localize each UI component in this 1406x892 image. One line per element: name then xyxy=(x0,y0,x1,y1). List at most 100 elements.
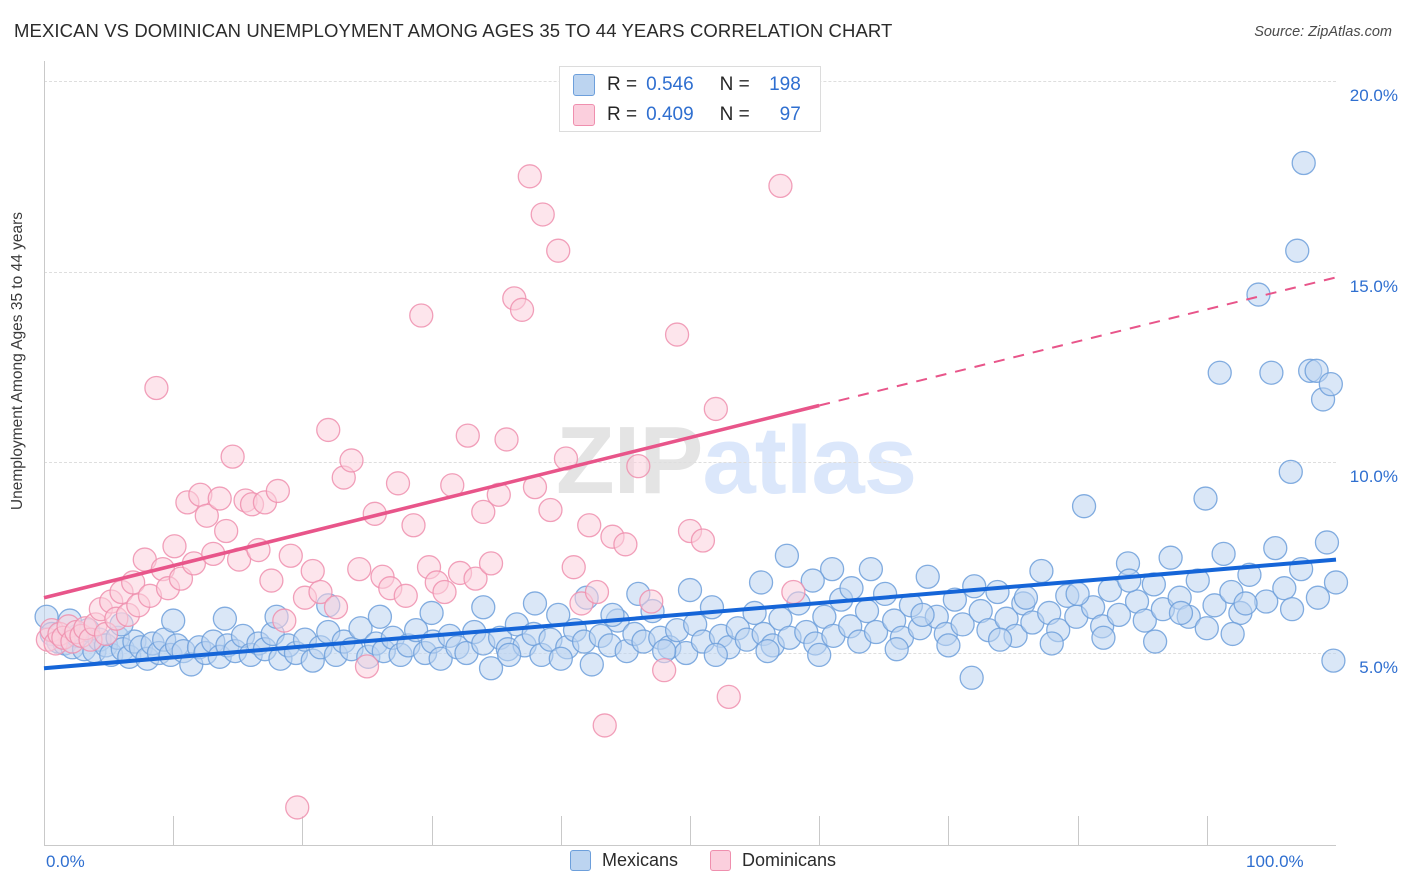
data-point xyxy=(950,612,975,637)
data-point xyxy=(1263,535,1288,561)
data-point xyxy=(1305,585,1331,610)
data-point xyxy=(863,619,889,645)
data-point xyxy=(463,566,488,591)
data-point xyxy=(401,513,426,538)
pink-n-label: N = xyxy=(719,104,750,125)
data-point xyxy=(207,486,232,511)
x-tick xyxy=(173,816,175,845)
stats-row-dominicans: R = 0.409 N = 97 xyxy=(573,101,801,129)
correlation-stats-box: R = 0.546 N = 198 R = 0.409 N = 97 xyxy=(559,66,821,132)
data-point xyxy=(509,297,535,322)
data-point xyxy=(1071,494,1097,519)
data-point xyxy=(316,417,341,443)
data-point xyxy=(959,665,984,690)
data-point xyxy=(768,173,793,199)
data-point xyxy=(584,579,610,605)
data-point xyxy=(194,503,219,528)
data-point xyxy=(1065,581,1090,607)
gridline-y xyxy=(44,271,1336,273)
data-point xyxy=(548,646,573,671)
data-point xyxy=(800,568,825,593)
blue-n-value: 198 xyxy=(769,74,801,95)
blue-r-label: R = xyxy=(607,74,638,95)
data-point xyxy=(278,543,303,568)
x-tick xyxy=(690,816,691,845)
x-tick xyxy=(302,816,304,845)
data-point xyxy=(428,646,453,671)
data-point xyxy=(272,608,297,633)
data-point xyxy=(471,499,496,525)
data-point xyxy=(1194,616,1219,641)
data-point xyxy=(1013,585,1039,610)
data-point xyxy=(432,579,457,605)
data-point xyxy=(354,654,380,679)
data-point xyxy=(161,608,186,633)
data-point xyxy=(1321,648,1346,673)
gridline-y xyxy=(44,462,1336,464)
x-tick xyxy=(1077,816,1079,845)
data-point xyxy=(884,637,909,662)
legend-item-dominicans[interactable]: Dominicans xyxy=(709,850,837,871)
y-tick-label: 15.0% xyxy=(1349,276,1398,296)
data-point xyxy=(339,448,364,473)
trendline-mexicans xyxy=(43,557,1337,671)
pink-r-value: 0.409 xyxy=(646,104,694,125)
data-point xyxy=(522,591,548,616)
data-point xyxy=(985,579,1010,605)
data-point xyxy=(496,642,522,668)
data-point xyxy=(1141,572,1166,597)
data-point xyxy=(1211,541,1236,567)
data-point xyxy=(579,652,604,677)
data-point xyxy=(652,658,677,683)
data-point xyxy=(144,375,169,401)
data-point xyxy=(1285,238,1310,263)
data-point xyxy=(854,598,880,624)
data-point xyxy=(471,595,496,620)
data-point xyxy=(987,627,1013,652)
legend-label-dominicans: Dominicans xyxy=(741,850,837,870)
data-point xyxy=(915,564,940,589)
x-tick xyxy=(560,816,562,845)
data-point xyxy=(716,684,741,710)
data-point xyxy=(300,558,325,584)
x-tick-label-min: 0.0% xyxy=(46,852,85,871)
data-point xyxy=(347,556,372,582)
data-point xyxy=(819,556,845,582)
data-point xyxy=(755,638,780,664)
data-point xyxy=(1091,625,1116,650)
data-point xyxy=(478,656,504,681)
data-point xyxy=(1291,150,1316,176)
trendline-dominicans-dashed xyxy=(818,276,1337,407)
data-point xyxy=(530,202,555,227)
legend-label-mexicans: Mexicans xyxy=(601,850,678,870)
data-point xyxy=(1202,593,1227,618)
data-point xyxy=(538,497,563,523)
x-tick xyxy=(1206,816,1208,845)
data-point xyxy=(774,543,800,568)
data-point xyxy=(807,642,832,668)
data-point xyxy=(265,478,291,504)
data-point xyxy=(1039,631,1064,656)
data-point xyxy=(1259,360,1284,385)
blue-n-label: N = xyxy=(719,74,750,95)
data-point xyxy=(858,556,884,582)
data-point xyxy=(393,583,418,608)
pink-n-value: 97 xyxy=(779,104,801,125)
data-point xyxy=(409,303,434,328)
source-attribution: Source: ZipAtlas.com xyxy=(1254,24,1392,40)
x-tick xyxy=(819,816,821,845)
data-point xyxy=(478,551,504,576)
data-point xyxy=(259,568,284,593)
data-point xyxy=(1323,570,1349,595)
page-title: MEXICAN VS DOMINICAN UNEMPLOYMENT AMONG … xyxy=(14,20,893,41)
data-point xyxy=(285,795,310,820)
data-point xyxy=(936,633,961,658)
data-point xyxy=(1168,600,1194,626)
x-axis-line xyxy=(44,845,1336,846)
data-point xyxy=(664,322,690,347)
legend-item-mexicans[interactable]: Mexicans xyxy=(569,850,678,871)
data-point xyxy=(494,427,519,452)
x-tick xyxy=(431,816,433,845)
